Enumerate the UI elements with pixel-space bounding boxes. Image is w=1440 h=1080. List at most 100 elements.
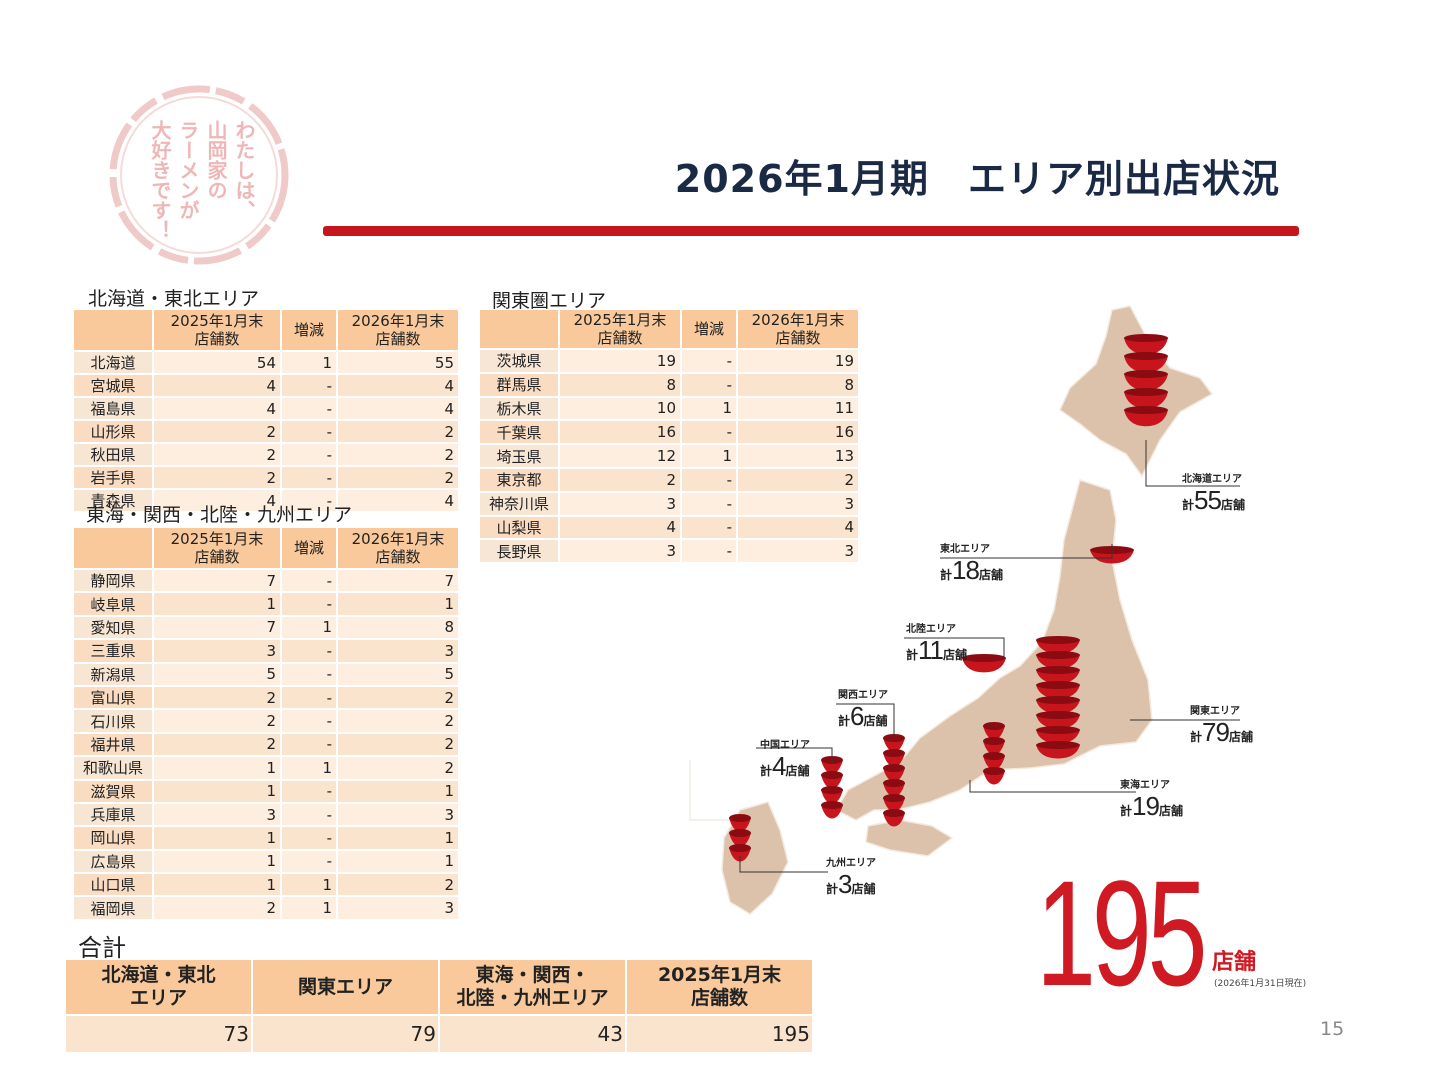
cell-prev: 1 bbox=[154, 827, 280, 849]
cell-prev: 2 bbox=[560, 468, 680, 491]
cell-change: - bbox=[282, 398, 336, 419]
cell-prev: 16 bbox=[560, 421, 680, 444]
table-row: 神奈川県 3-3 bbox=[480, 492, 858, 515]
ramen-bowl-icon bbox=[883, 734, 905, 752]
cell-curr: 2 bbox=[338, 757, 458, 779]
totals-value: 43 bbox=[440, 1016, 625, 1052]
header-prev: 2025年1月末 店舗数 bbox=[560, 310, 680, 348]
area-store-count: 計55店舗 bbox=[1182, 485, 1245, 515]
area-store-count: 計18店舗 bbox=[940, 555, 1003, 585]
ramen-bowl-icon bbox=[821, 801, 843, 819]
cell-change: - bbox=[282, 710, 336, 732]
cell-prev: 1 bbox=[154, 757, 280, 779]
table-row: 埼玉県 12 1 13 bbox=[480, 445, 858, 467]
cell-prev: 4 bbox=[154, 398, 280, 419]
area-store-count: 計11店舗 bbox=[906, 635, 968, 665]
ramen-bowl-icon bbox=[821, 786, 843, 804]
ramen-bowl-icon bbox=[883, 779, 905, 797]
table-row: 福岡県 2 1 3 bbox=[74, 897, 458, 919]
totals-value: 73 bbox=[66, 1016, 251, 1052]
cell-change: - bbox=[682, 492, 736, 515]
table-row: 群馬県 8-8 bbox=[480, 373, 858, 396]
cell-pref: 富山県 bbox=[74, 686, 152, 709]
cell-prev: 3 bbox=[154, 803, 280, 826]
area-name: 中国エリア bbox=[760, 740, 810, 751]
table-row: 福島県 4-4 bbox=[74, 398, 458, 419]
table-row: 茨城県 19-19 bbox=[480, 350, 858, 372]
brand-stamp-logo: わたしは、 山岡家の ラーメンが 大好きです！ bbox=[104, 80, 294, 270]
ramen-bowl-icon bbox=[883, 764, 905, 782]
totals-table: 北海道・東北 エリア 関東エリア 東海・関西・ 北陸・九州エリア 2025年1月末店… bbox=[64, 958, 814, 1054]
area-leader-lines bbox=[739, 440, 1240, 873]
area-name: 東海エリア bbox=[1120, 780, 1170, 791]
area-store-count: 計4店舗 bbox=[760, 751, 810, 781]
cell-change: 1 bbox=[282, 757, 336, 779]
cell-pref: 静岡県 bbox=[74, 570, 152, 592]
table-row: 石川県 2-2 bbox=[74, 710, 458, 732]
cell-change: - bbox=[282, 375, 336, 396]
cell-curr: 2 bbox=[338, 874, 458, 896]
cell-pref: 長野県 bbox=[480, 540, 558, 563]
cell-change: - bbox=[282, 467, 336, 488]
svg-text:わたしは、: わたしは、 bbox=[232, 120, 256, 220]
cell-change: 1 bbox=[282, 897, 336, 919]
cell-prev: 12 bbox=[560, 445, 680, 467]
cell-pref: 愛知県 bbox=[74, 616, 152, 639]
cell-prev: 2 bbox=[154, 897, 280, 919]
header-pref bbox=[74, 528, 152, 568]
table-row: 福井県 2-2 bbox=[74, 733, 458, 756]
svg-text:大好きです！: 大好きです！ bbox=[148, 120, 172, 240]
cell-prev: 2 bbox=[154, 467, 280, 488]
cell-prev: 8 bbox=[560, 373, 680, 396]
header-curr: 2026年1月末 店舗数 bbox=[338, 528, 458, 568]
table-row: 富山県 2-2 bbox=[74, 686, 458, 709]
cell-pref: 岐阜県 bbox=[74, 593, 152, 615]
cell-pref: 福井県 bbox=[74, 733, 152, 756]
cell-pref: 新潟県 bbox=[74, 663, 152, 685]
cell-pref: 福島県 bbox=[74, 398, 152, 419]
cell-pref: 滋賀県 bbox=[74, 780, 152, 802]
cell-change: - bbox=[682, 516, 736, 539]
table-row: 秋田県 2-2 bbox=[74, 444, 458, 465]
area-label: 九州エリア 計3店舗 bbox=[826, 854, 876, 900]
area-store-count: 計3店舗 bbox=[826, 869, 876, 899]
cell-prev: 2 bbox=[154, 421, 280, 442]
cell-pref: 兵庫県 bbox=[74, 803, 152, 826]
cell-prev: 3 bbox=[154, 640, 280, 662]
ramen-bowl-icon bbox=[729, 844, 751, 862]
cell-pref: 三重県 bbox=[74, 640, 152, 662]
cell-change: - bbox=[682, 468, 736, 491]
cell-change: - bbox=[282, 803, 336, 826]
svg-text:山岡家の: 山岡家の bbox=[204, 120, 228, 200]
ramen-bowl-icon bbox=[1124, 370, 1168, 391]
grand-total-number: 195 bbox=[1036, 849, 1208, 1017]
page-number: 15 bbox=[1320, 1018, 1345, 1040]
area-name: 関東エリア bbox=[1190, 706, 1240, 717]
hokkaido-tohoku-title: 北海道・東北エリア bbox=[88, 288, 260, 310]
leader-line bbox=[940, 544, 1113, 559]
totals-value: 195 bbox=[627, 1016, 812, 1052]
area-label: 北海道エリア 計55店舗 bbox=[1182, 470, 1245, 516]
cell-change: - bbox=[282, 421, 336, 442]
cell-curr: 3 bbox=[338, 640, 458, 662]
cell-pref: 岩手県 bbox=[74, 467, 152, 488]
area-store-count: 計79店舗 bbox=[1190, 717, 1253, 747]
cell-curr: 2 bbox=[338, 710, 458, 732]
cell-pref: 青森県 bbox=[74, 490, 152, 511]
cell-prev: 10 bbox=[560, 397, 680, 420]
cell-change: - bbox=[282, 780, 336, 802]
ramen-bowl-icon bbox=[883, 809, 905, 827]
leader-line bbox=[969, 780, 1136, 793]
totals-header-total: 2025年1月末 店舗数 bbox=[627, 960, 812, 1014]
table-row: 栃木県 10 1 11 bbox=[480, 397, 858, 420]
cell-curr: 2 bbox=[338, 444, 458, 465]
area-store-count: 計6店舗 bbox=[838, 701, 888, 731]
ramen-bowl-icon bbox=[1036, 636, 1080, 654]
table-row: 和歌山県 1 1 2 bbox=[74, 757, 458, 779]
ramen-bowl-icon bbox=[1036, 666, 1080, 684]
cell-change: 1 bbox=[282, 874, 336, 896]
table-row: 山形県 2-2 bbox=[74, 421, 458, 442]
table-row: 岐阜県 1-1 bbox=[74, 593, 458, 615]
cell-pref: 東京都 bbox=[480, 468, 558, 491]
cell-change: - bbox=[282, 444, 336, 465]
